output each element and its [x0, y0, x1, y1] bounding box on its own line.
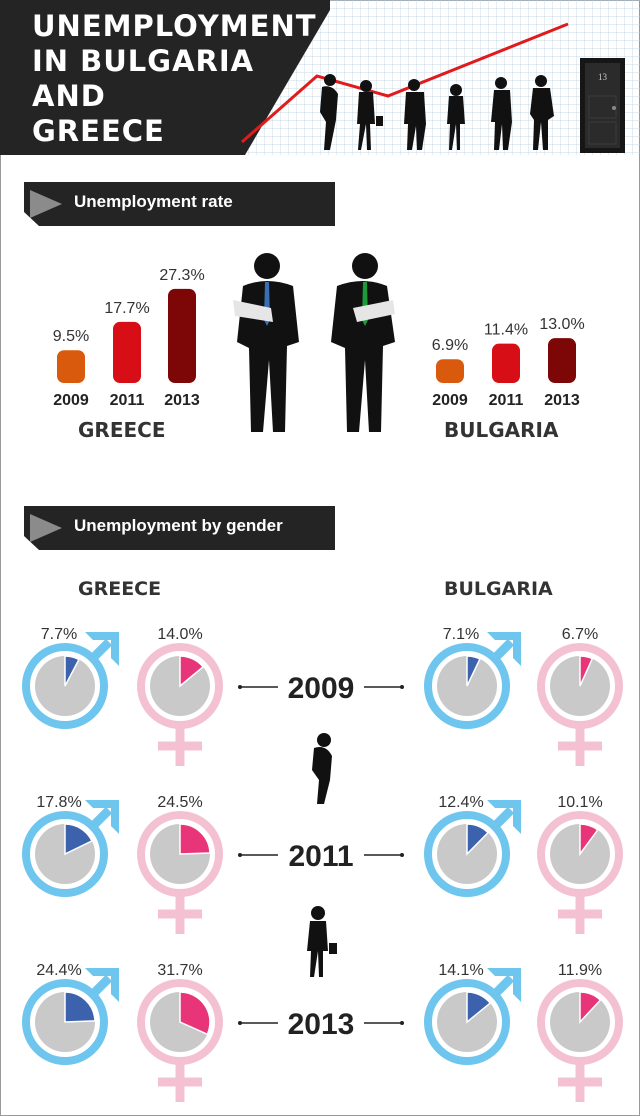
- pie-slice-bulgaria-female-2009: [579, 655, 594, 687]
- trend-line: [241, 22, 569, 144]
- bar-value-label-greece-2011: 17.7%: [104, 300, 149, 317]
- businessmen-illustration: [233, 253, 395, 432]
- pie-value-label-greece-male-2013: 24.4%: [36, 962, 81, 979]
- connector-dot: [238, 1021, 242, 1025]
- connector-dot: [238, 685, 242, 689]
- gender-country-bulgaria: BULGARIA: [444, 578, 553, 600]
- connector-dot: [400, 685, 404, 689]
- pie-value-label-greece-female-2009: 14.0%: [157, 626, 202, 643]
- pie-value-label-bulgaria-male-2011: 12.4%: [438, 794, 483, 811]
- title-line-2: IN BULGARIA: [32, 44, 255, 78]
- pie-value-label-greece-male-2009: 7.7%: [41, 626, 77, 643]
- pie-slice-greece-female-2009: [179, 655, 205, 688]
- section-title-gender: Unemployment by gender: [74, 516, 283, 535]
- pie-value-label-greece-male-2011: 17.8%: [36, 794, 81, 811]
- bar-bulgaria-2011: [492, 343, 520, 383]
- woman-silhouette: [307, 906, 337, 977]
- pie-slice-greece-male-2009: [64, 655, 80, 687]
- pie-slice-bulgaria-female-2013: [579, 991, 602, 1024]
- bar-greece-2013: [168, 288, 196, 383]
- door-number: 13: [598, 72, 608, 82]
- bar-year-label-bulgaria-2011: 2011: [489, 392, 524, 409]
- businessman-left: [233, 253, 299, 432]
- rate-country-bulgaria: BULGARIA: [444, 418, 559, 442]
- connector-dot: [238, 853, 242, 857]
- title-line-3: AND: [32, 79, 106, 113]
- gender-year-label-2009: 2009: [288, 672, 355, 705]
- pie-value-label-bulgaria-female-2011: 10.1%: [557, 794, 602, 811]
- triangle-marker-icon: [30, 514, 62, 542]
- bar-bulgaria-2013: [548, 338, 576, 383]
- triangle-marker-icon: [30, 190, 62, 218]
- bar-year-label-greece-2013: 2013: [164, 392, 200, 409]
- people-queue-silhouettes: [320, 74, 554, 150]
- bar-value-label-bulgaria-2011: 11.4%: [484, 322, 528, 339]
- bar-value-label-greece-2013: 27.3%: [159, 267, 204, 284]
- businessman-right: [331, 253, 395, 432]
- bar-year-label-bulgaria-2009: 2009: [432, 392, 468, 409]
- pie-value-label-greece-female-2013: 31.7%: [157, 962, 202, 979]
- gender-pie-charts: 7.7% 14.0% 7.1% 6.7% 2009 17.8% 24.5% 12.4% 10.1…: [22, 626, 623, 1102]
- pie-slice-greece-male-2013: [64, 991, 96, 1023]
- gender-country-greece: GREECE: [78, 578, 162, 600]
- connector-dot: [400, 853, 404, 857]
- rate-bar-charts: 9.5% 2009 17.7% 2011 27.3% 2013 6.9% 2009 11.4% 2…: [53, 267, 585, 409]
- door-icon: [580, 58, 625, 153]
- header-art: 13: [0, 0, 640, 155]
- bar-year-label-bulgaria-2013: 2013: [544, 392, 580, 409]
- worried-man-silhouette: [312, 733, 332, 804]
- pie-value-label-bulgaria-male-2009: 7.1%: [443, 626, 479, 643]
- rate-country-greece: GREECE: [78, 418, 166, 442]
- connector-dot: [400, 1021, 404, 1025]
- bar-value-label-greece-2009: 9.5%: [53, 328, 89, 345]
- title-panel: [0, 0, 330, 155]
- bar-value-label-bulgaria-2013: 13.0%: [539, 316, 584, 333]
- gender-year-label-2011: 2011: [288, 840, 353, 873]
- section-title-rate: Unemployment rate: [74, 192, 233, 211]
- gender-year-label-2013: 2013: [288, 1008, 355, 1041]
- bar-greece-2009: [57, 350, 85, 383]
- pie-value-label-bulgaria-male-2013: 14.1%: [438, 962, 483, 979]
- pie-slice-bulgaria-male-2013: [466, 991, 492, 1024]
- bar-year-label-greece-2009: 2009: [53, 392, 89, 409]
- pie-slice-bulgaria-male-2011: [466, 823, 490, 856]
- pie-slice-greece-female-2013: [179, 991, 211, 1036]
- section-banner-rate: Unemployment rate: [24, 182, 335, 226]
- title-line-4: GREECE: [32, 114, 165, 148]
- pie-value-label-greece-female-2011: 24.5%: [157, 794, 202, 811]
- pie-value-label-bulgaria-female-2013: 11.9%: [558, 962, 602, 979]
- pie-slice-greece-female-2011: [179, 823, 211, 855]
- pie-slice-bulgaria-male-2009: [466, 655, 481, 687]
- pie-slice-greece-male-2011: [64, 823, 93, 856]
- header: 13 UNEMPLOYMENT IN BULGARIA AND GREECE: [0, 0, 640, 155]
- bar-bulgaria-2009: [436, 359, 464, 383]
- title-line-1: UNEMPLOYMENT: [32, 9, 317, 43]
- section-banner-gender: Unemployment by gender: [24, 506, 335, 550]
- pie-slice-bulgaria-female-2011: [579, 823, 599, 857]
- bar-value-label-bulgaria-2009: 6.9%: [432, 337, 468, 354]
- pie-value-label-bulgaria-female-2009: 6.7%: [562, 626, 598, 643]
- bar-year-label-greece-2011: 2011: [110, 392, 145, 409]
- bar-greece-2011: [113, 321, 141, 383]
